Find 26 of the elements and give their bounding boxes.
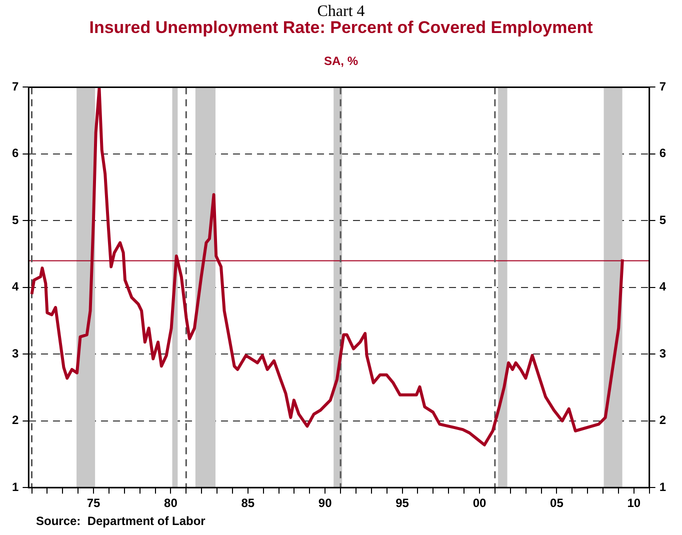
y-tick-label: 2 [12, 413, 19, 428]
y-tick-label: 1 [12, 480, 19, 494]
y-tick-label: 6 [12, 146, 19, 160]
x-tick-label: 95 [396, 496, 410, 510]
y-tick-label: 4 [12, 280, 19, 294]
chart-title: Insured Unemployment Rate: Percent of Covered Employment [88, 18, 594, 38]
y2-tick-label: 2 [659, 413, 666, 428]
x-tick-label: 00 [472, 496, 486, 510]
y2-tick-label: 7 [659, 80, 666, 94]
y-tick-label: 7 [12, 80, 19, 94]
y2-tick-label: 3 [659, 346, 666, 360]
x-tick-label: 90 [318, 496, 332, 510]
x-tick-label: 80 [164, 496, 178, 510]
chart-subtitle: SA, % [322, 54, 359, 68]
y2-tick-label: 5 [659, 212, 666, 227]
y2-tick-label: 1 [659, 480, 666, 494]
y-tick-label: 5 [12, 212, 19, 227]
source-note: Source: Department of Labor [35, 514, 206, 528]
x-tick-label: 05 [550, 496, 564, 510]
y2-tick-label: 6 [659, 146, 666, 160]
x-tick-label: 85 [241, 496, 255, 510]
y-tick-label: 3 [12, 346, 19, 360]
x-tick-label: 75 [86, 496, 101, 510]
caption: Chart 4 [316, 3, 366, 20]
x-tick-label: 10 [627, 496, 641, 510]
y2-tick-label: 4 [659, 280, 666, 294]
